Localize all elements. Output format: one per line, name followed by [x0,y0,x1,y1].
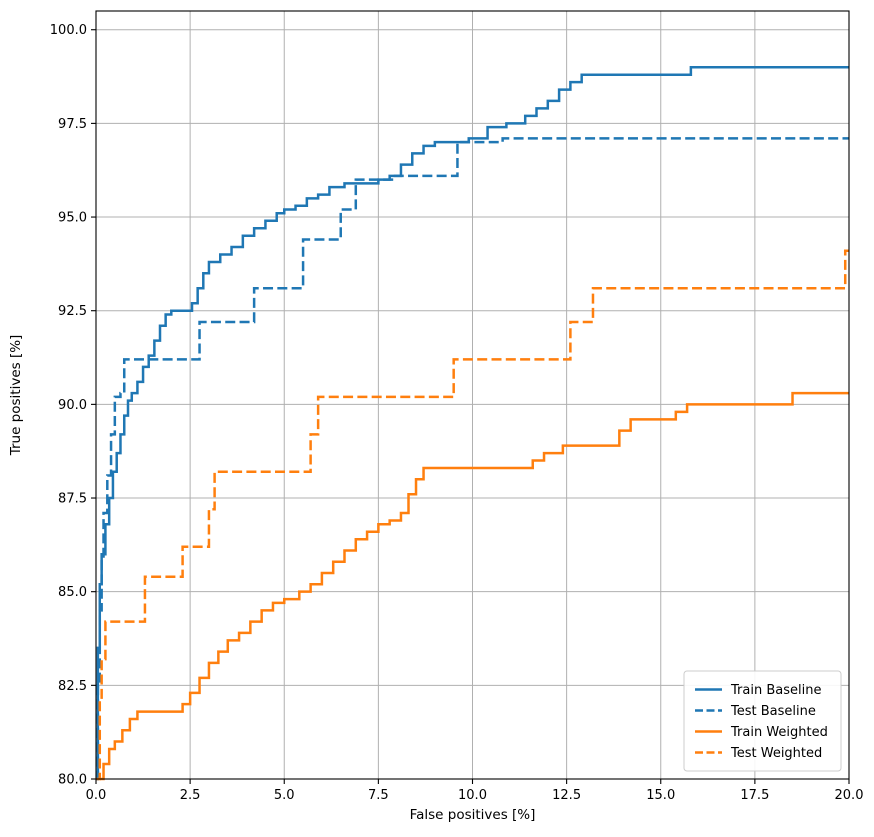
series-test-baseline [96,137,849,781]
y-tick-label: 92.5 [58,304,87,319]
x-tick-label: 7.5 [368,788,389,803]
x-tick-label: 0.0 [86,788,107,803]
legend-label: Test Baseline [730,704,816,719]
x-tick-label: 5.0 [274,788,295,803]
x-tick-label: 10.0 [458,788,487,803]
legend-label: Train Baseline [730,683,821,698]
y-tick-label: 97.5 [58,117,87,132]
x-tick-label: 2.5 [180,788,201,803]
legend-label: Test Weighted [730,746,822,761]
y-tick-label: 87.5 [58,492,87,507]
y-tick-label: 95.0 [58,211,87,226]
legend-item-train-weighted: Train Weighted [695,725,828,740]
legend-label: Train Weighted [730,725,828,740]
legend-item-test-weighted: Test Weighted [695,746,822,761]
x-tick-label: 12.5 [552,788,581,803]
y-tick-label: 100.0 [50,23,87,38]
series-test-weighted [96,249,849,781]
x-tick-label: 15.0 [646,788,675,803]
y-tick-label: 85.0 [58,585,87,600]
legend: Train Baseline Test Baseline Train Weighte… [683,670,842,772]
x-axis-label: False positives [%] [410,807,536,823]
y-tick-label: 90.0 [58,398,87,413]
series-train-baseline [96,65,849,781]
x-tick-label: 17.5 [740,788,769,803]
x-tick-label: 20.0 [835,788,864,803]
legend-item-test-baseline: Test Baseline [695,704,816,719]
y-axis-label: True positives [%] [8,335,24,457]
series-train-weighted [99,391,849,781]
legend-item-train-baseline: Train Baseline [695,683,821,698]
y-tick-label: 82.5 [58,679,87,694]
y-tick-label: 80.0 [58,773,87,788]
legend-box [683,670,842,772]
